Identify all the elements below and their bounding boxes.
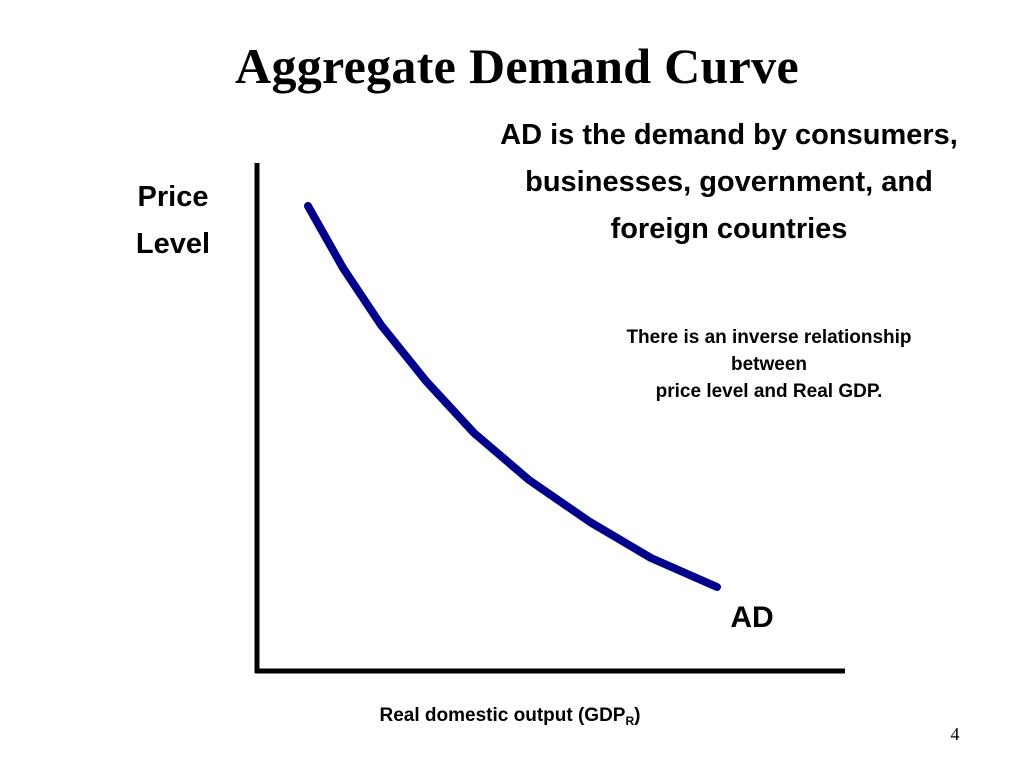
slide-title: Aggregate Demand Curve [235, 38, 799, 94]
inverse-relationship-note: There is an inverse relationship between… [572, 324, 966, 405]
ad-definition-line: AD is the demand by consumers, [500, 119, 958, 151]
x-axis-label-close: ) [634, 705, 641, 726]
ad-definition-line: foreign countries [610, 213, 848, 245]
y-axis-label-line: Price [137, 181, 209, 213]
x-axis-label-text: Real domestic output (GDP [379, 705, 626, 726]
ad-definition-text: AD is the demand by consumers, businesse… [440, 112, 1018, 253]
ad-definition-line: businesses, government, and [525, 166, 933, 198]
page-number: 4 [950, 724, 960, 744]
relationship-line: There is an inverse relationship [626, 327, 912, 348]
relationship-line: price level and Real GDP. [655, 381, 883, 402]
ad-curve-label: AD [730, 601, 774, 634]
relationship-line: between [730, 354, 808, 375]
y-axis-label-line: Level [135, 228, 211, 260]
x-axis-label-subscript: R [625, 714, 635, 728]
x-axis-label: Real domestic output (GDPR) [300, 702, 720, 730]
ad-curve [304, 202, 721, 591]
y-axis-label: Price Level [108, 174, 238, 268]
